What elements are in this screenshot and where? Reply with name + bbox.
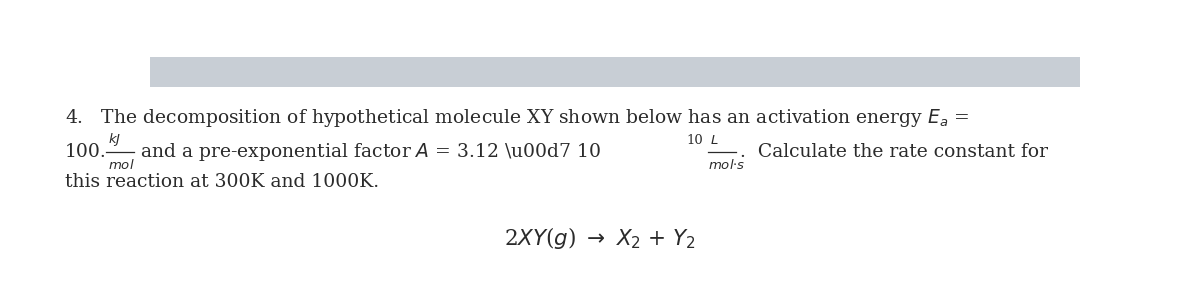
Text: 100.: 100. (65, 143, 107, 161)
Text: 4.   The decomposition of hypothetical molecule XY shown below has an activation: 4. The decomposition of hypothetical mol… (65, 107, 970, 129)
Text: $mol$: $mol$ (108, 158, 134, 172)
Text: this reaction at 300K and 1000K.: this reaction at 300K and 1000K. (65, 173, 379, 191)
FancyBboxPatch shape (150, 57, 1080, 87)
Text: and a pre-exponential factor $A$ = 3.12 \u00d7 10: and a pre-exponential factor $A$ = 3.12 … (140, 141, 601, 163)
Text: $L$: $L$ (710, 134, 719, 146)
Text: .  Calculate the rate constant for: . Calculate the rate constant for (740, 143, 1048, 161)
Text: $mol{\cdot}s$: $mol{\cdot}s$ (708, 158, 745, 172)
Text: 10: 10 (686, 134, 703, 146)
Text: 2$XY$($g$) $\rightarrow$ $X_2$ + $Y_2$: 2$XY$($g$) $\rightarrow$ $X_2$ + $Y_2$ (504, 225, 696, 251)
Text: $kJ$: $kJ$ (108, 132, 121, 149)
